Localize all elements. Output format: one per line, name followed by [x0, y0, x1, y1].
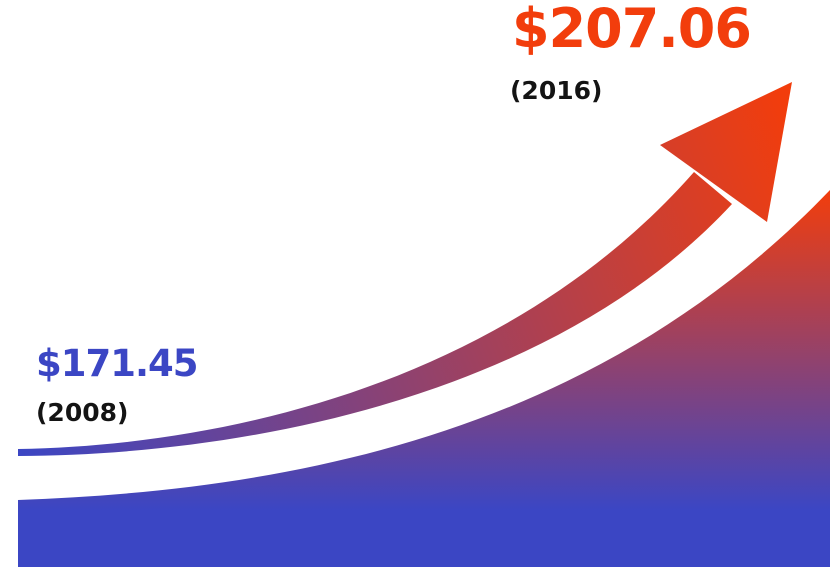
end-year-label: (2016) [510, 76, 603, 105]
growth-arrow-head [660, 82, 792, 222]
start-value-label: $171.45 [36, 342, 199, 385]
start-year-label: (2008) [36, 398, 129, 427]
end-value-label: $207.06 [512, 0, 752, 60]
value-area [18, 190, 830, 567]
growth-arrow-shaft [18, 172, 732, 456]
